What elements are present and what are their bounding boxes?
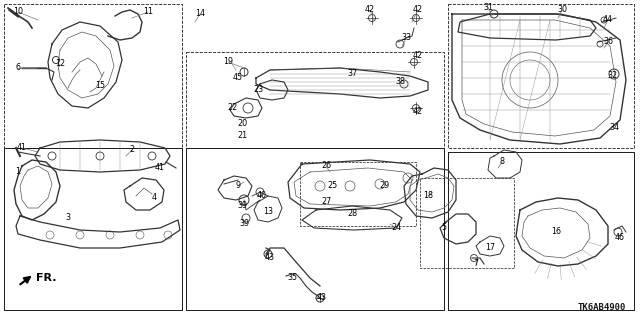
- Text: 30: 30: [557, 5, 567, 14]
- Text: 11: 11: [143, 7, 153, 17]
- Text: 37: 37: [347, 69, 357, 78]
- Text: 39: 39: [237, 202, 247, 211]
- Text: 15: 15: [95, 81, 105, 90]
- Text: 42: 42: [413, 108, 423, 116]
- Text: 9: 9: [236, 181, 241, 190]
- Text: 7: 7: [474, 260, 479, 268]
- Text: 6: 6: [15, 63, 20, 73]
- Text: 2: 2: [129, 146, 134, 155]
- Text: 23: 23: [253, 85, 263, 94]
- Text: 39: 39: [239, 220, 249, 228]
- Text: 42: 42: [413, 52, 423, 60]
- Text: 40: 40: [257, 191, 267, 201]
- Text: 42: 42: [365, 5, 375, 14]
- Text: 17: 17: [485, 244, 495, 252]
- Text: 27: 27: [321, 197, 331, 206]
- Text: 12: 12: [55, 60, 65, 68]
- Text: 46: 46: [615, 234, 625, 243]
- Text: 13: 13: [263, 207, 273, 217]
- Text: 10: 10: [13, 7, 23, 17]
- Text: TK6AB4900: TK6AB4900: [578, 303, 626, 312]
- Text: 41: 41: [155, 164, 165, 172]
- Text: 38: 38: [395, 77, 405, 86]
- Text: 34: 34: [609, 124, 619, 132]
- Text: 19: 19: [223, 58, 233, 67]
- Text: 43: 43: [317, 293, 327, 302]
- Text: 3: 3: [65, 213, 70, 222]
- Text: 16: 16: [551, 228, 561, 236]
- Text: 43: 43: [265, 253, 275, 262]
- Text: 44: 44: [603, 15, 613, 25]
- Text: 24: 24: [391, 223, 401, 233]
- Text: 41: 41: [17, 143, 27, 153]
- Text: 8: 8: [499, 157, 504, 166]
- Text: 5: 5: [442, 223, 447, 233]
- Text: FR.: FR.: [36, 273, 56, 283]
- Text: 35: 35: [287, 274, 297, 283]
- Text: 36: 36: [603, 37, 613, 46]
- Text: 22: 22: [227, 103, 237, 113]
- Text: 20: 20: [237, 119, 247, 129]
- Text: 29: 29: [379, 181, 389, 190]
- Text: 28: 28: [347, 210, 357, 219]
- Text: 42: 42: [413, 5, 423, 14]
- Text: 26: 26: [321, 162, 331, 171]
- Text: 45: 45: [233, 74, 243, 83]
- Text: 33: 33: [401, 34, 411, 43]
- Text: 1: 1: [15, 167, 20, 177]
- Text: 25: 25: [327, 181, 337, 190]
- Text: 21: 21: [237, 132, 247, 140]
- Text: 4: 4: [152, 194, 157, 203]
- Text: 31: 31: [483, 4, 493, 12]
- Text: 14: 14: [195, 10, 205, 19]
- Text: 32: 32: [607, 71, 617, 81]
- Text: 18: 18: [423, 191, 433, 201]
